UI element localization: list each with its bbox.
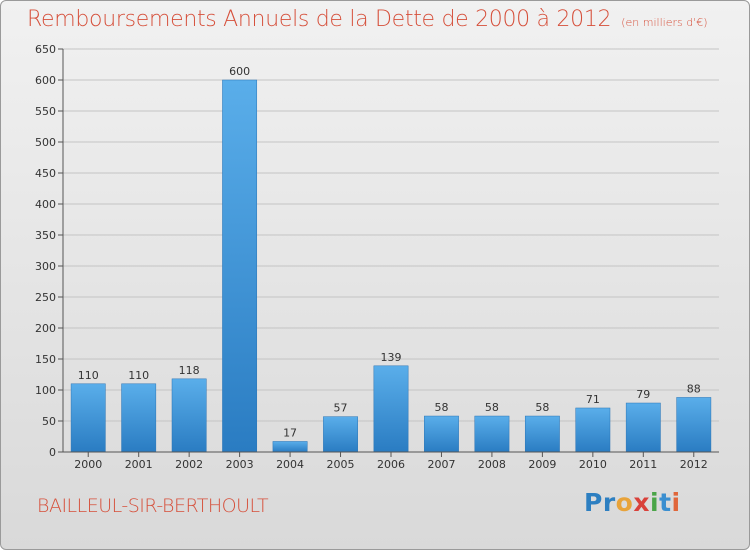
x-tick-label: 2003 xyxy=(226,458,254,471)
x-tick-label: 2000 xyxy=(74,458,102,471)
chart-title: Remboursements Annuels de la Dette de 20… xyxy=(27,7,708,32)
x-tick-label: 2004 xyxy=(276,458,304,471)
bar xyxy=(625,402,661,453)
data-label: 600 xyxy=(229,65,250,78)
bars: 110 110 118 600 17 57 139 58 58 58 71 79 88 xyxy=(70,65,712,453)
logo-part: x xyxy=(633,488,650,517)
bar xyxy=(373,365,409,453)
y-tick-label: 550 xyxy=(35,105,56,118)
bar xyxy=(171,378,207,453)
y-axis: 0 50 100 150 200 250 300 350 400 450 500 550 600 650 xyxy=(35,43,64,459)
logo-part: Pr xyxy=(584,488,616,517)
y-tick-label: 350 xyxy=(35,229,56,242)
x-tick-label: 2007 xyxy=(427,458,455,471)
bar xyxy=(121,383,157,453)
y-tick-label: 500 xyxy=(35,136,56,149)
proxiti-logo: Proxiti xyxy=(584,488,681,517)
x-tick-label: 2006 xyxy=(377,458,405,471)
logo-part: t xyxy=(659,488,672,517)
data-label: 58 xyxy=(485,401,499,414)
x-tick-label: 2001 xyxy=(125,458,153,471)
y-tick-label: 150 xyxy=(35,353,56,366)
x-tick-label: 2011 xyxy=(629,458,657,471)
bar xyxy=(424,415,459,453)
x-tick-label: 2012 xyxy=(680,458,708,471)
y-tick-label: 650 xyxy=(35,43,56,56)
town-name: BAILLEUL-SIR-BERTHOULT xyxy=(37,495,269,517)
logo-part: i xyxy=(649,488,660,517)
data-label: 110 xyxy=(78,369,99,382)
bar xyxy=(222,79,258,453)
x-tick-label: 2002 xyxy=(175,458,203,471)
data-label: 58 xyxy=(434,401,448,414)
y-tick-label: 400 xyxy=(35,198,56,211)
logo-part: i xyxy=(671,488,681,517)
bar xyxy=(272,441,308,453)
data-label: 58 xyxy=(535,401,549,414)
bar xyxy=(70,383,106,453)
bar xyxy=(474,415,510,453)
data-label: 17 xyxy=(283,426,297,439)
y-tick-label: 50 xyxy=(42,415,56,428)
x-axis: 2000 2001 2002 2003 2004 2005 2006 2007 2008 2009… xyxy=(63,451,719,471)
y-tick-label: 100 xyxy=(35,384,56,397)
data-label: 57 xyxy=(334,402,348,415)
bar xyxy=(323,416,358,453)
chart-subtitle: (en milliers d'€) xyxy=(621,16,708,29)
x-tick-label: 2009 xyxy=(528,458,556,471)
data-label: 79 xyxy=(636,388,650,401)
y-tick-label: 300 xyxy=(35,260,56,273)
chart-title-text: Remboursements Annuels de la Dette de 20… xyxy=(27,7,612,32)
logo-part: o xyxy=(615,488,634,517)
data-label: 110 xyxy=(128,369,149,382)
y-tick-label: 200 xyxy=(35,322,56,335)
data-label: 118 xyxy=(179,364,200,377)
y-tick-label: 0 xyxy=(49,446,56,459)
bar xyxy=(575,407,611,453)
data-label: 88 xyxy=(687,382,701,395)
x-tick-label: 2008 xyxy=(478,458,506,471)
data-label: 71 xyxy=(586,393,600,406)
y-tick-label: 450 xyxy=(35,167,56,180)
bar xyxy=(676,397,712,453)
bar-chart: 050100150200250300350400450500550600650 … xyxy=(35,43,719,471)
x-tick-label: 2010 xyxy=(579,458,607,471)
bar xyxy=(524,415,560,453)
y-tick-label: 600 xyxy=(35,74,56,87)
y-tick-label: 250 xyxy=(35,291,56,304)
data-label: 139 xyxy=(381,351,402,364)
x-tick-label: 2005 xyxy=(327,458,355,471)
